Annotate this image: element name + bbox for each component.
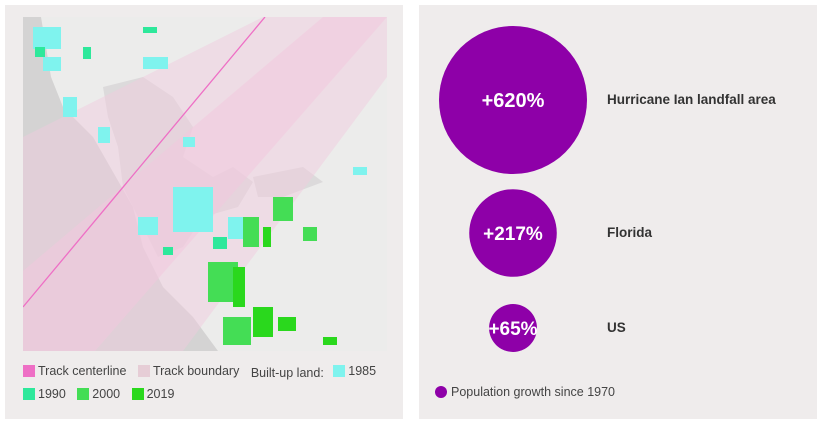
- legend-swatch-boundary: [137, 365, 150, 377]
- legend-1990: 1990: [23, 387, 66, 401]
- legend-label-2019: 2019: [146, 387, 175, 401]
- population-legend-dot: [435, 386, 447, 398]
- population-legend-label: Population growth since 1970: [451, 385, 616, 399]
- legend-swatch-1990: [23, 388, 35, 400]
- map-track-centerline: [23, 17, 266, 308]
- legend-swatch-centerline: [23, 365, 35, 377]
- legend-label-1990: 1990: [38, 387, 66, 401]
- map-track-boundary-inner: [23, 17, 387, 351]
- map-river: [253, 167, 323, 197]
- bubble-1: [469, 189, 557, 277]
- legend-label-centerline: Track centerline: [38, 364, 127, 378]
- legend-label-boundary: Track boundary: [152, 364, 240, 378]
- bubble-0: [439, 26, 587, 174]
- legend-1985: 1985: [333, 364, 376, 378]
- map-legend-row-2: 1990 2000 2019: [23, 387, 182, 403]
- legend-2000: 2000: [77, 387, 120, 401]
- built-up-2019: [233, 227, 337, 345]
- built-up-1985: [33, 27, 367, 239]
- legend-swatch-2000: [77, 388, 90, 400]
- bubble-value-1: +217%: [483, 224, 543, 245]
- bubble-2: [489, 304, 537, 352]
- map-track-boundary: [23, 17, 387, 351]
- map-panel: Track centerline Track boundary Built-up…: [5, 5, 403, 419]
- map-legend-row-1: Track centerline Track boundary Built-up…: [23, 364, 384, 380]
- legend-label-2000: 2000: [92, 387, 121, 401]
- built-up-1990: [35, 27, 227, 255]
- legend-2019: 2019: [131, 387, 175, 401]
- bubble-value-2: +65%: [488, 319, 537, 340]
- built-up-land-map: [23, 17, 387, 351]
- bubble-chart: +620% +217% +65%: [439, 26, 587, 352]
- bubble-label-2: US: [607, 320, 626, 335]
- legend-track-centerline: Track centerline: [23, 364, 126, 378]
- population-legend: Population growth since 1970: [435, 385, 615, 399]
- legend-label-1985: 1985: [348, 364, 377, 378]
- legend-swatch-1985: [333, 365, 346, 377]
- bubble-value-0: +620%: [482, 90, 545, 112]
- legend-built-up-label: Built-up land:: [250, 366, 324, 380]
- legend-track-boundary: Track boundary: [137, 364, 240, 378]
- bubble-chart-panel: +620% +217% +65% Hurricane Ian landfall ar…: [419, 5, 817, 419]
- bubble-label-0: Hurricane Ian landfall area: [607, 92, 776, 107]
- bubble-label-1: Florida: [607, 225, 653, 240]
- legend-swatch-2019: [131, 388, 144, 400]
